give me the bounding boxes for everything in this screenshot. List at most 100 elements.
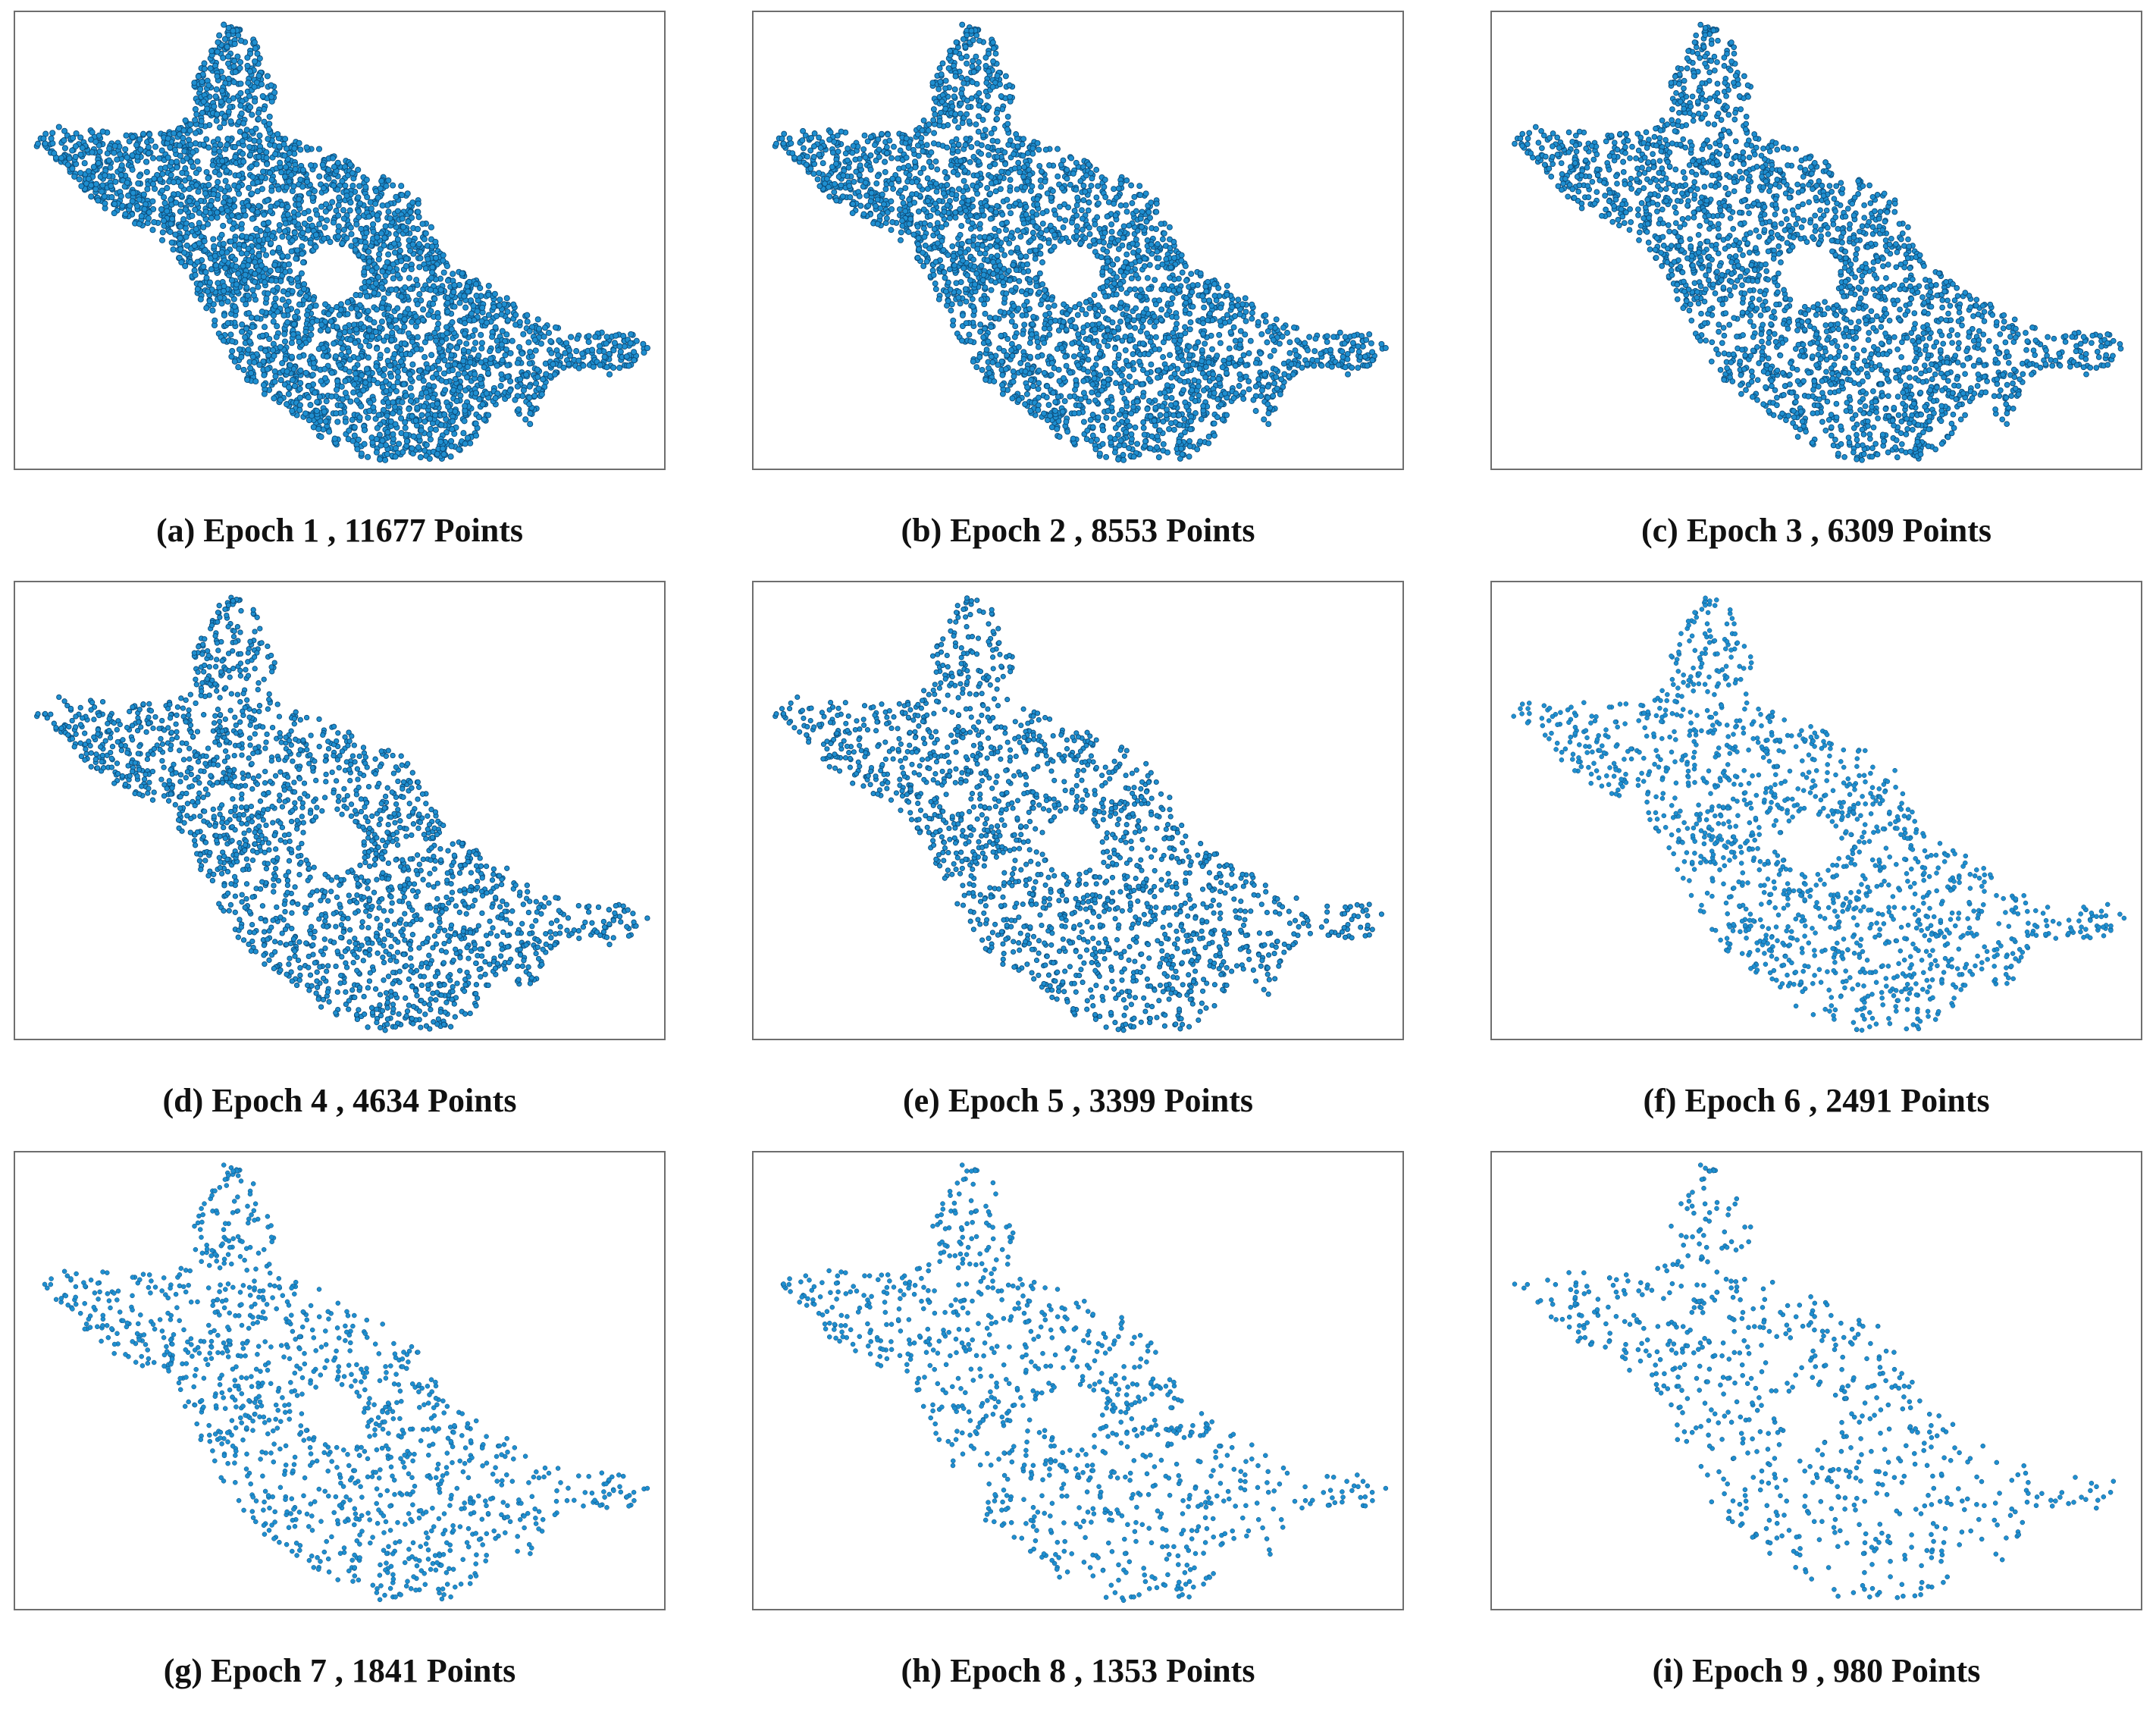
scatter-point bbox=[932, 180, 939, 187]
scatter-point bbox=[421, 353, 428, 361]
scatter-point bbox=[625, 362, 632, 369]
scatter-point bbox=[200, 263, 207, 270]
scatter-point bbox=[268, 177, 275, 183]
scatter-point bbox=[336, 312, 343, 318]
scatter-point bbox=[254, 188, 261, 195]
scatter-point bbox=[384, 412, 390, 419]
scatter-point bbox=[1072, 324, 1079, 331]
scatter-point bbox=[353, 221, 360, 227]
scatter-point bbox=[348, 230, 355, 237]
scatter-point bbox=[327, 318, 334, 325]
scatter-point bbox=[261, 324, 268, 331]
scatter-point bbox=[426, 455, 433, 462]
scatter-point bbox=[279, 234, 286, 240]
scatter-point bbox=[309, 194, 316, 201]
scatter-point bbox=[177, 183, 184, 190]
scatter-point bbox=[384, 429, 391, 436]
scatter-point bbox=[1071, 207, 1078, 214]
scatter-point bbox=[1247, 337, 1254, 344]
scatter-point bbox=[392, 453, 399, 460]
scatter-point bbox=[225, 60, 232, 67]
scatter-point bbox=[295, 283, 302, 290]
scatter-point bbox=[375, 274, 382, 281]
scatter-point bbox=[515, 406, 522, 413]
scatter-point bbox=[389, 329, 396, 337]
scatter-point bbox=[280, 288, 287, 295]
scatter-point bbox=[299, 250, 306, 257]
scatter-point bbox=[1089, 432, 1096, 439]
scatter-point bbox=[402, 425, 409, 431]
scatter-point bbox=[1014, 227, 1021, 234]
scatter-point bbox=[555, 352, 562, 359]
scatter-point bbox=[390, 431, 396, 437]
scatter-point bbox=[289, 407, 296, 415]
scatter-point bbox=[1113, 194, 1120, 201]
scatter-point bbox=[585, 333, 592, 340]
scatter-point bbox=[397, 358, 405, 365]
scatter-point bbox=[122, 211, 129, 218]
scatter-point bbox=[299, 243, 306, 249]
scatter-point bbox=[366, 407, 373, 415]
scatter-point bbox=[353, 397, 360, 404]
scatter-point bbox=[308, 161, 315, 169]
scatter-point bbox=[313, 407, 321, 415]
scatter-point bbox=[951, 262, 957, 269]
scatter-point bbox=[438, 377, 445, 384]
scatter-point bbox=[365, 414, 371, 421]
scatter-point bbox=[263, 155, 270, 161]
scatter-point bbox=[376, 334, 383, 341]
scatter-point bbox=[567, 353, 574, 359]
scatter-point bbox=[293, 309, 301, 315]
scatter-point bbox=[420, 306, 427, 313]
scatter-point bbox=[433, 371, 440, 378]
scatter-point bbox=[296, 338, 302, 345]
scatter-point bbox=[1133, 379, 1139, 386]
scatter-point bbox=[210, 191, 217, 198]
scatter-point bbox=[307, 402, 314, 409]
scatter-point bbox=[243, 301, 249, 308]
scatter-point bbox=[209, 161, 216, 168]
scatter-point bbox=[205, 174, 212, 182]
scatter-point bbox=[281, 338, 289, 345]
scatter-point bbox=[427, 415, 434, 422]
scatter-point bbox=[401, 366, 408, 374]
scatter-point bbox=[1027, 188, 1034, 194]
scatter-point bbox=[374, 345, 381, 352]
scatter-point bbox=[1089, 389, 1095, 396]
scatter-point bbox=[288, 276, 295, 283]
scatter-point bbox=[455, 371, 462, 378]
scatter-point bbox=[396, 313, 403, 320]
scatter-point bbox=[277, 377, 284, 384]
scatter-point bbox=[926, 222, 933, 228]
scatter-point bbox=[524, 312, 531, 318]
scatter-point bbox=[333, 410, 340, 417]
scatter-point bbox=[190, 149, 196, 156]
scatter-point bbox=[1012, 323, 1019, 330]
scatter-point bbox=[180, 135, 186, 142]
scatter-point bbox=[235, 183, 242, 190]
scatter-point bbox=[255, 72, 262, 79]
scatter-point bbox=[298, 270, 305, 277]
scatter-point bbox=[337, 340, 344, 346]
scatter-point bbox=[960, 177, 967, 184]
scatter-point bbox=[76, 176, 83, 183]
scatter-point bbox=[102, 200, 108, 207]
scatter-point bbox=[296, 196, 302, 202]
scatter-point bbox=[232, 68, 239, 75]
scatter-point bbox=[254, 315, 261, 321]
scatter-point bbox=[148, 137, 155, 144]
scatter-point bbox=[1160, 354, 1167, 360]
scatter-point bbox=[182, 225, 189, 232]
scatter-point bbox=[347, 161, 354, 168]
scatter-point bbox=[597, 362, 603, 368]
scatter-point bbox=[378, 230, 385, 237]
scatter-point bbox=[237, 37, 245, 44]
scatter-point bbox=[382, 456, 389, 463]
scatter-point bbox=[366, 258, 373, 265]
scatter-point bbox=[259, 332, 266, 339]
scatter-point bbox=[302, 293, 309, 300]
scatter-point bbox=[1007, 210, 1014, 217]
scatter-point bbox=[405, 330, 412, 337]
scatter-point bbox=[58, 155, 64, 161]
scatter-point bbox=[376, 251, 383, 258]
